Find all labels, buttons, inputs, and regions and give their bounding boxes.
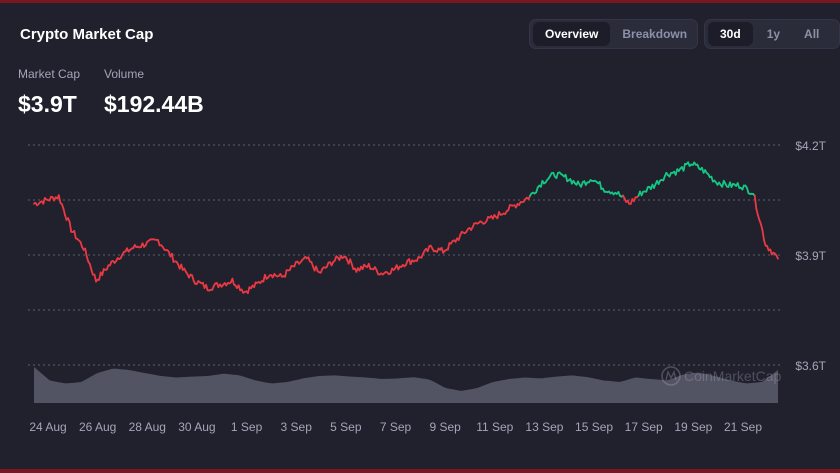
y-tick-label: $3.9T xyxy=(795,249,826,263)
x-tick-label: 7 Sep xyxy=(379,420,412,434)
coinmarketcap-watermark: CoinMarketCap xyxy=(661,366,781,386)
x-tick-label: 17 Sep xyxy=(624,420,663,434)
coinmarketcap-logo-icon xyxy=(661,366,681,386)
volume-bars xyxy=(34,367,778,403)
x-tick-label: 26 Aug xyxy=(78,420,117,434)
y-tick-label: $4.2T xyxy=(795,139,826,153)
volume-value: $192.44B xyxy=(104,91,204,117)
x-tick-label: 11 Sep xyxy=(476,420,514,434)
x-tick-label: 19 Sep xyxy=(674,420,713,434)
x-tick-label: 1 Sep xyxy=(230,420,263,434)
x-tick-label: 30 Aug xyxy=(178,420,216,434)
market-cap-label: Market Cap xyxy=(18,67,81,81)
range-toggle: 30d 1y All xyxy=(704,19,840,49)
x-tick-label: 5 Sep xyxy=(330,420,362,434)
x-tick-label: 3 Sep xyxy=(280,420,312,434)
volume-label: Volume xyxy=(104,67,145,81)
x-tick-label: 28 Aug xyxy=(128,420,166,434)
range-1y[interactable]: 1y xyxy=(766,27,781,41)
x-tick-label: 9 Sep xyxy=(429,420,461,434)
price-line xyxy=(33,161,779,295)
range-all[interactable]: All xyxy=(804,27,820,41)
svg-text:CoinMarketCap: CoinMarketCap xyxy=(684,368,781,384)
market-cap-value: $3.9T xyxy=(18,91,77,117)
tab-breakdown[interactable]: Breakdown xyxy=(622,27,688,41)
tab-overview[interactable]: Overview xyxy=(533,22,611,46)
y-tick-label: $3.6T xyxy=(795,359,826,373)
page-title: Crypto Market Cap xyxy=(20,26,154,43)
gridlines xyxy=(28,144,780,366)
x-tick-label: 24 Aug xyxy=(29,420,67,434)
x-tick-label: 21 Sep xyxy=(723,420,763,434)
x-tick-label: 13 Sep xyxy=(525,420,564,434)
range-30d[interactable]: 30d xyxy=(708,22,753,46)
x-tick-label: 15 Sep xyxy=(575,420,614,434)
view-toggle: Overview Breakdown xyxy=(529,19,698,49)
